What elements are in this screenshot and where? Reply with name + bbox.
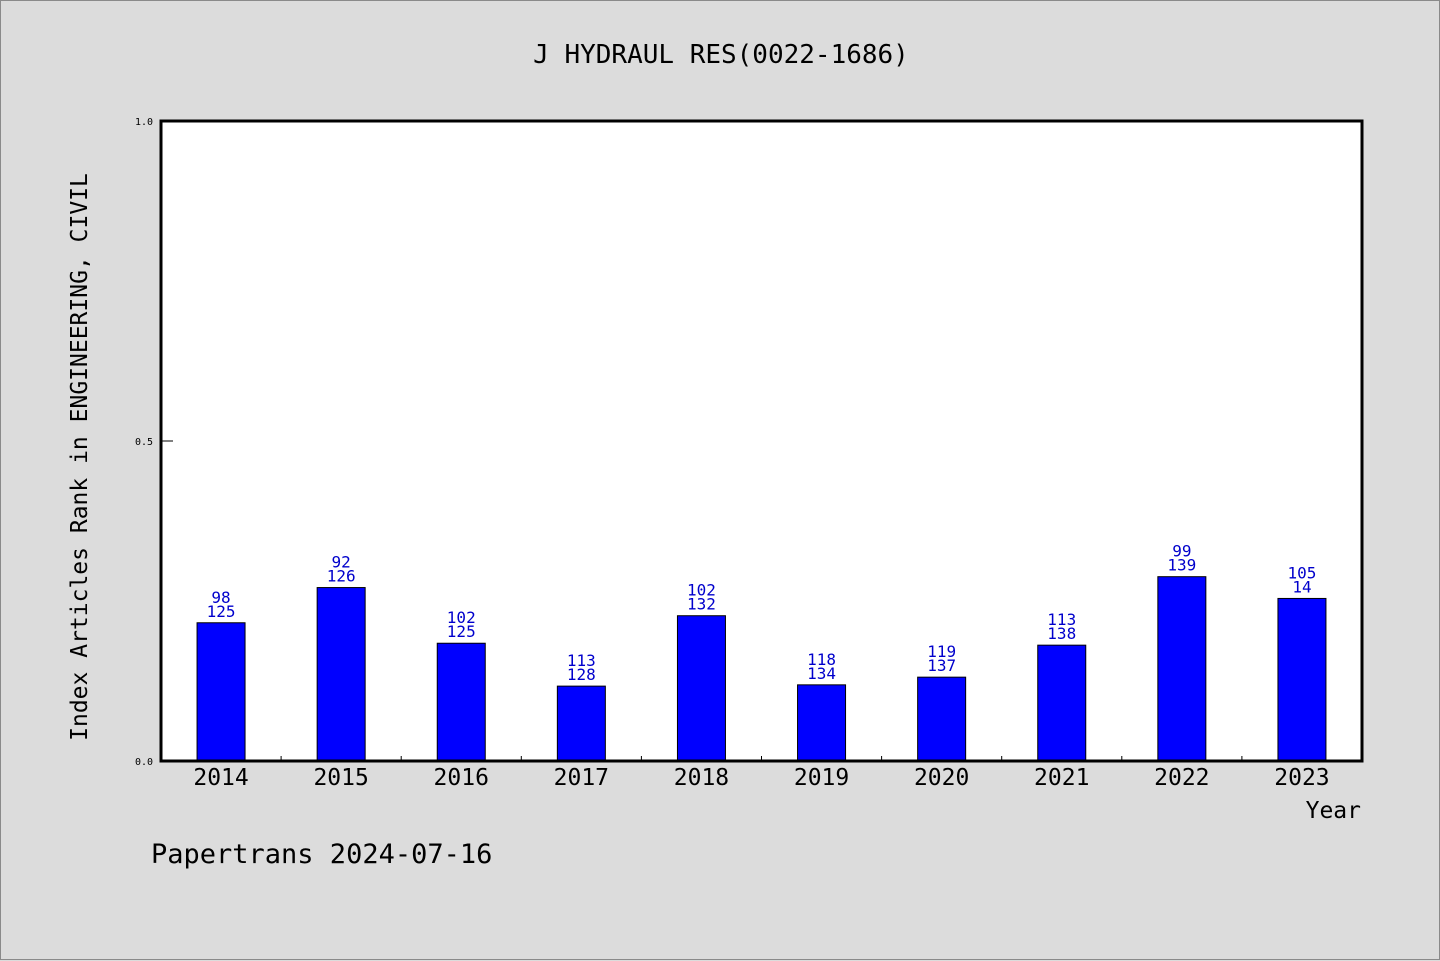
data-label-2019-1: 118 [807, 650, 836, 669]
bar-2020 [917, 676, 967, 762]
data-label-2016-1: 102 [447, 608, 476, 627]
x-tick-label-2016: 2016 [434, 765, 489, 791]
data-label-2016-2: 125 [447, 622, 476, 641]
data-label-2018-2: 132 [687, 595, 716, 614]
data-label-2023-1: 105 [1287, 563, 1316, 582]
data-label-2020-1: 119 [927, 642, 956, 661]
y-tick-label-0.5: 0.5 [135, 437, 153, 448]
x-tick-label-2014: 2014 [193, 765, 248, 791]
bar-2017 [556, 685, 606, 762]
data-label-2020-2: 137 [927, 656, 956, 675]
data-label-2017-2: 128 [567, 665, 596, 684]
data-labels-group: 9812592126102125113128102132118134119137… [207, 542, 1317, 684]
data-label-2021-1: 113 [1047, 610, 1076, 629]
bar-2022 [1157, 576, 1207, 762]
data-label-2021-2: 138 [1047, 624, 1076, 643]
x-axis-ticks: 2014 2015 2016 2017 2018 2019 2020 2021 2022 2023 [193, 756, 1330, 791]
x-tick-label-2020: 2020 [914, 765, 969, 791]
data-label-2015-1: 92 [332, 553, 351, 572]
x-tick-label-2015: 2015 [313, 765, 368, 791]
x-tick-label-2019: 2019 [794, 765, 849, 791]
bar-2021 [1037, 644, 1087, 762]
data-label-2022-2: 139 [1167, 556, 1196, 575]
footer-date-stamp: Papertrans 2024-07-16 [151, 839, 492, 870]
data-label-2019-2: 134 [807, 664, 836, 683]
y-tick-label-0.0: 0.0 [135, 757, 153, 768]
bars-group [196, 576, 1327, 762]
data-label-2014-1: 98 [211, 588, 230, 607]
chart-title: J HYDRAUL RES(0022-1686) [533, 40, 909, 70]
data-label-2017-1: 113 [567, 651, 596, 670]
data-label-2014-2: 125 [207, 602, 236, 621]
bar-2019 [797, 684, 847, 762]
x-tick-label-2018: 2018 [674, 765, 729, 791]
bar-2015 [316, 587, 366, 762]
bar-2014 [196, 622, 246, 762]
data-label-2018-1: 102 [687, 581, 716, 600]
y-tick-label-1.0: 1.0 [135, 117, 153, 128]
x-axis-label: Year [1306, 798, 1361, 824]
bar-2018 [676, 615, 726, 762]
y-axis-ticks: 0.0 0.5 1.0 [135, 117, 173, 768]
bar-2016 [436, 642, 486, 762]
data-label-2023-2: 14 [1292, 577, 1311, 596]
x-tick-label-2023: 2023 [1274, 765, 1329, 791]
x-tick-label-2017: 2017 [554, 765, 609, 791]
data-label-2022-1: 99 [1172, 542, 1191, 561]
y-axis-label: Index Articles Rank in ENGINEERING, CIVI… [67, 173, 93, 741]
data-label-2015-2: 126 [327, 567, 356, 586]
x-tick-label-2021: 2021 [1034, 765, 1089, 791]
x-tick-label-2022: 2022 [1154, 765, 1209, 791]
bar-2023 [1277, 597, 1327, 762]
